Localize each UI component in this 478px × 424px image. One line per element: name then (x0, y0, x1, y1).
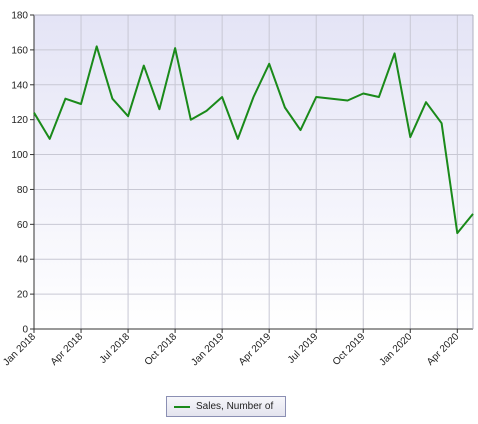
y-axis-ticks: 0 20 40 60 80 100 120 140 160 180 (11, 11, 34, 336)
legend: Sales, Number of (166, 396, 286, 417)
y-tick-label: 120 (11, 115, 28, 126)
y-tick-label: 60 (17, 220, 29, 231)
y-tick-label: 20 (17, 290, 29, 301)
axes (33, 14, 474, 330)
x-tick-label: Jul 2018 (98, 331, 133, 366)
plot-area (34, 15, 473, 329)
x-tick-label: Jan 2018 (1, 331, 38, 368)
series-group (33, 45, 474, 235)
x-tick-label: Jan 2019 (189, 331, 226, 368)
x-tick-label: Jan 2020 (378, 331, 415, 368)
x-tick-label: Jul 2019 (286, 331, 321, 366)
y-tick-label: 40 (17, 255, 29, 266)
x-tick-label: Apr 2019 (237, 331, 274, 368)
legend-swatch (174, 405, 190, 408)
y-tick-label: 0 (22, 325, 28, 336)
x-tick-label: Oct 2019 (331, 331, 368, 368)
x-tick-label: Apr 2018 (49, 331, 86, 368)
x-tick-label: Apr 2020 (425, 331, 462, 368)
series-line (33, 45, 474, 235)
x-axis-ticks: Jan 2018 Apr 2018 Jul 2018 Oct 2018 Jan 2019… (1, 329, 462, 368)
y-tick-label: 80 (17, 185, 29, 196)
y-tick-label: 180 (11, 11, 28, 22)
x-tick-label: Oct 2018 (143, 331, 180, 368)
y-tick-label: 100 (11, 150, 28, 161)
y-tick-label: 160 (11, 45, 28, 56)
legend-label: Sales, Number of (196, 401, 274, 412)
y-tick-label: 140 (11, 80, 28, 91)
